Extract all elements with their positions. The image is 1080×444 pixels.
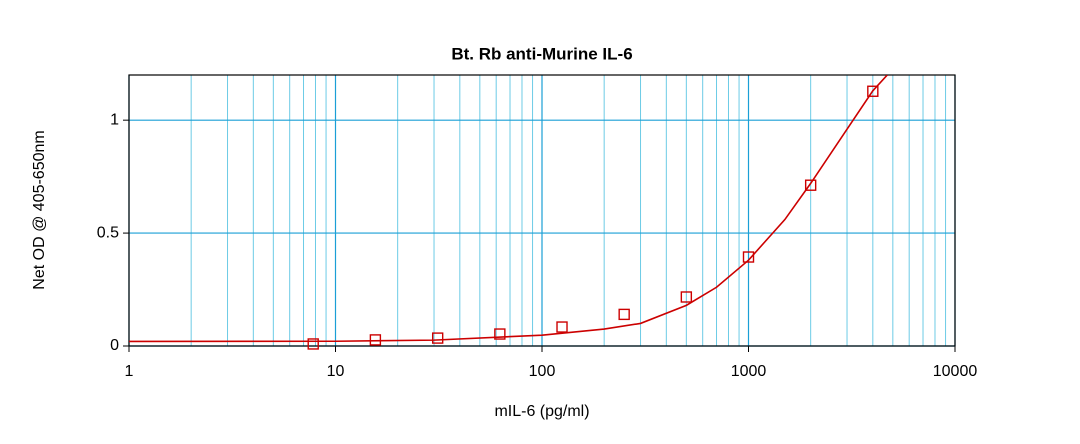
y-tick-label: 1 <box>110 111 119 128</box>
data-point <box>804 179 817 191</box>
fit-curve <box>129 75 888 343</box>
x-tick-label: 100 <box>529 363 556 380</box>
y-tick-label: 0 <box>110 337 119 354</box>
data-point <box>494 328 506 340</box>
data-point <box>556 321 568 333</box>
data-point <box>742 251 755 263</box>
x-tick-label: 10 <box>327 363 345 380</box>
chart-title: Bt. Rb anti-Murine IL-6 <box>451 44 632 63</box>
y-tick-label: 0.5 <box>97 224 119 241</box>
y-axis-label: Net OD @ 405-650nm <box>31 130 48 289</box>
x-tick-label: 1 <box>125 363 134 380</box>
data-point <box>307 338 319 350</box>
data-point <box>680 291 693 303</box>
data-point <box>369 334 382 346</box>
x-tick-label: 10000 <box>933 363 978 380</box>
x-tick-label: 1000 <box>731 363 767 380</box>
x-axis-label: mIL-6 (pg/ml) <box>494 403 589 420</box>
data-point <box>431 332 444 344</box>
data-point <box>618 308 630 321</box>
plot-frame <box>128 74 956 347</box>
data-point <box>867 85 879 97</box>
